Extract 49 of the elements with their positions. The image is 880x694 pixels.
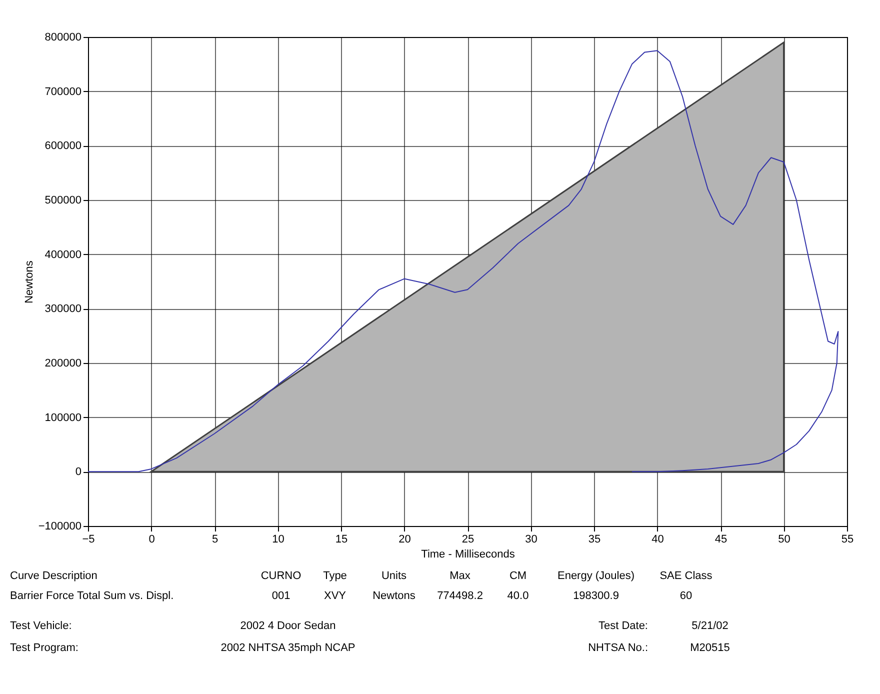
text: Test Program: (10, 642, 78, 654)
y-axis-title: Newtons (23, 260, 36, 304)
y-tick-label: −100000 (38, 520, 82, 532)
text: Units (381, 570, 408, 582)
text: CURNO (260, 570, 302, 582)
text: Type (323, 570, 347, 582)
x-axis-title: Time - Milliseconds (421, 548, 516, 560)
text: M20515 (690, 642, 730, 654)
y-tick-label: 800000 (44, 32, 82, 44)
text: NHTSA No.: (588, 642, 648, 654)
y-tick-label: 600000 (44, 140, 82, 152)
y-tick-label: 100000 (44, 412, 82, 424)
x-tick-label: 30 (525, 534, 538, 546)
text: 60 (680, 590, 692, 602)
y-tick-label: 0 (75, 466, 82, 478)
text: Curve Description (10, 570, 98, 582)
x-tick-label: −5 (82, 534, 95, 546)
text: Newtons (372, 590, 416, 602)
text: SAE Class (660, 570, 713, 582)
x-tick-label: 10 (272, 534, 284, 546)
x-tick-label: 45 (714, 534, 728, 546)
text: XVY (324, 590, 347, 602)
x-tick-label: 35 (588, 534, 601, 546)
text: 5/21/02 (692, 620, 728, 632)
y-tick-label: 400000 (44, 248, 82, 261)
text: 40.0 (507, 590, 529, 602)
text: Test Vehicle: (10, 620, 72, 632)
text: Energy (Joules) (557, 570, 635, 582)
text: 774498.2 (437, 590, 483, 602)
y-tick-label: 700000 (44, 86, 82, 98)
y-tick-label: 500000 (44, 194, 82, 206)
text: Barrier Force Total Sum vs. Displ. (10, 590, 174, 602)
x-tick-label: 40 (652, 534, 664, 546)
text: 001 (272, 590, 290, 602)
x-tick-label: 0 (148, 534, 155, 546)
y-tick-label: 300000 (44, 303, 82, 316)
x-tick-label: 50 (778, 534, 790, 546)
y-tick-label: 200000 (44, 358, 82, 370)
text: 2002 NHTSA 35mph NCAP (220, 642, 356, 654)
x-tick-label: 25 (462, 534, 474, 546)
x-tick-label: 5 (212, 534, 218, 546)
text: 2002 4 Door Sedan (240, 620, 336, 632)
text: CM (509, 570, 527, 582)
text: 198300.9 (573, 590, 619, 602)
x-tick-label: 55 (841, 534, 854, 546)
text: Test Date: (598, 620, 648, 632)
x-tick-label: 20 (398, 534, 411, 546)
text: Max (450, 570, 471, 582)
x-tick-label: 15 (335, 534, 348, 546)
